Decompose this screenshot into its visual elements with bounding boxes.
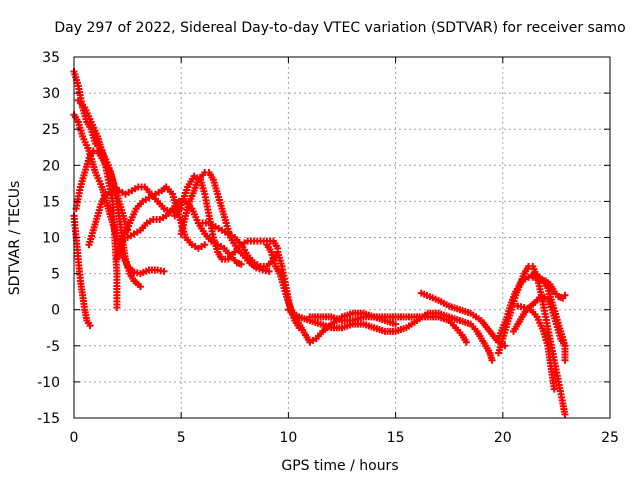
data-point — [392, 320, 400, 328]
series-track-15 — [417, 289, 509, 350]
y-tick-label: -10 — [37, 375, 60, 391]
series-track-1 — [70, 212, 94, 330]
series-track-7 — [113, 183, 209, 263]
data-point — [550, 385, 558, 393]
y-tick-label: 35 — [42, 50, 60, 66]
x-tick-label: 15 — [387, 430, 405, 446]
series-track-11 — [199, 219, 303, 332]
x-tick-label: 25 — [601, 430, 619, 446]
series-track-5 — [74, 96, 121, 312]
marker-layer — [70, 67, 569, 418]
y-tick-label: 25 — [42, 122, 60, 138]
data-point — [561, 291, 569, 299]
x-tick-label: 0 — [70, 430, 79, 446]
series-track-20 — [529, 273, 569, 302]
chart-title: Day 297 of 2022, Sidereal Day-to-day VTE… — [54, 20, 625, 36]
data-point — [501, 342, 509, 350]
series-track-19 — [514, 302, 558, 393]
y-tick-label: 20 — [42, 158, 60, 174]
x-axis-title: GPS time / hours — [281, 458, 398, 474]
data-point — [462, 338, 470, 346]
x-tick-label: 20 — [494, 430, 512, 446]
data-point — [86, 322, 94, 330]
y-axis-title: SDTVAR / TECUs — [7, 181, 23, 296]
data-point — [561, 356, 569, 364]
series-track-17 — [495, 262, 569, 418]
data-point — [237, 260, 245, 268]
y-tick-label: 10 — [42, 231, 60, 247]
data-point — [561, 342, 569, 350]
data-point — [160, 267, 168, 275]
grid-layer — [74, 57, 610, 418]
y-tick-label: 30 — [42, 86, 60, 102]
x-tick-label: 5 — [177, 430, 186, 446]
y-tick-label: 5 — [51, 267, 60, 283]
data-point — [265, 267, 273, 275]
data-point — [113, 304, 121, 312]
x-tick-label: 10 — [279, 430, 297, 446]
data-point — [201, 241, 209, 249]
data-point — [488, 356, 496, 364]
series-track-16 — [495, 270, 569, 364]
y-tick-label: -5 — [46, 339, 60, 355]
tick-layer — [73, 56, 611, 419]
data-point — [561, 410, 569, 418]
y-tick-label: 0 — [51, 303, 60, 319]
label-layer: 0 5 10 15 20 25 -15 -10 -5 0 5 10 15 20 25 30 35 — [37, 50, 619, 446]
y-tick-label: 15 — [42, 194, 60, 210]
series-track-14 — [306, 313, 470, 346]
data-point — [136, 283, 144, 291]
y-tick-label: -15 — [37, 411, 60, 427]
